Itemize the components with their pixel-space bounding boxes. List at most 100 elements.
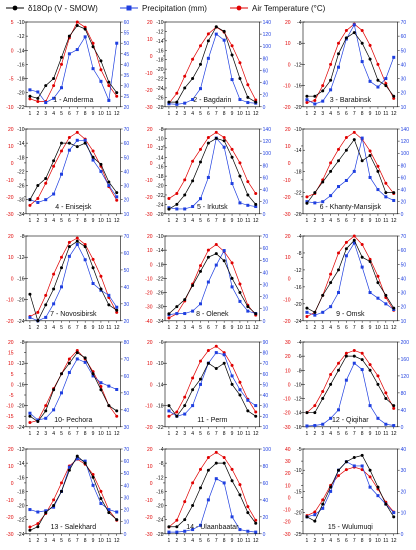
- isotope-axis-tick-label: -8: [297, 369, 302, 375]
- x-axis-tick-label: 11: [245, 218, 250, 224]
- isotope-point: [353, 137, 357, 141]
- precipitation-point: [384, 423, 388, 427]
- isotope-axis-tick-label: -14: [17, 461, 24, 467]
- left-axis-tick-label: 20: [285, 234, 291, 240]
- precip-axis-tick-label: 60: [124, 141, 130, 147]
- precip-axis-tick-label: 55: [124, 31, 130, 37]
- isotope-point: [52, 287, 56, 291]
- precipitation-point: [238, 299, 242, 303]
- left-axis-tick-label: -10: [145, 178, 152, 184]
- left-axis-tick-label: 40: [285, 447, 291, 453]
- precipitation-point: [392, 55, 396, 59]
- isotope-axis-tick-label: -34: [156, 318, 163, 324]
- temperature-point: [28, 525, 32, 529]
- left-axis-tick-label: -20: [6, 318, 13, 324]
- left-axis-tick-label: 0: [149, 54, 152, 60]
- isotope-point: [67, 34, 71, 38]
- x-axis-tick-label: 6: [207, 218, 210, 224]
- precip-axis-tick-label: 60: [124, 20, 130, 26]
- isotope-point: [337, 369, 341, 373]
- isotope-point: [36, 525, 40, 529]
- isotope-point: [36, 420, 40, 424]
- precip-axis-tick-label: 20: [262, 515, 268, 521]
- left-axis-tick-label: -20: [145, 290, 152, 296]
- x-axis-tick-label: 3: [322, 111, 325, 117]
- precipitation-point: [230, 284, 234, 288]
- precipitation-point: [60, 86, 63, 90]
- isotope-line: [307, 239, 395, 313]
- left-axis-tick-label: 0: [11, 481, 14, 487]
- precipitation-point: [115, 510, 119, 514]
- isotope-point: [28, 94, 32, 98]
- x-axis-tick-label: 2: [36, 431, 39, 437]
- precipitation-line: [307, 137, 395, 204]
- x-axis-tick-label: 5: [60, 218, 63, 224]
- precipitation-point: [245, 203, 249, 207]
- temperature-point: [376, 164, 380, 168]
- isotope-axis-tick-label: -22: [156, 77, 163, 83]
- isotope-axis-tick-label: -16: [17, 383, 24, 389]
- precipitation-point: [214, 32, 218, 36]
- x-axis-tick-label: 1: [29, 218, 32, 224]
- precip-axis-tick-label: 20: [124, 105, 130, 111]
- left-axis-tick-label: -10: [6, 297, 13, 303]
- precip-axis-tick-label: 20: [262, 294, 268, 300]
- temperature-point: [360, 28, 364, 32]
- precip-axis-tick-label: 70: [124, 357, 130, 363]
- x-axis-tick-label: 3: [183, 218, 186, 224]
- chart-legend: δ18Op (V - SMOW) Precipitation (mm) Air Te…: [0, 0, 416, 16]
- temperature-point: [198, 359, 202, 363]
- isotope-point: [345, 460, 349, 464]
- isotope-point: [313, 94, 317, 98]
- temperature-point: [238, 161, 242, 165]
- precip-axis-tick-label: 10: [124, 520, 130, 526]
- x-axis-tick-label: 5: [337, 218, 340, 224]
- x-axis-tick-label: 2: [36, 111, 39, 117]
- x-axis-tick-label: 5: [60, 111, 63, 117]
- isotope-point: [182, 297, 186, 301]
- isotope-axis-tick-label: -24: [17, 532, 24, 538]
- temperature-point: [60, 149, 63, 153]
- chart-panel: 20 10 0 -10 -20 -30 -12 -14 -16 -18 -20 -22 -24 70 60 5…: [0, 443, 139, 550]
- precip-axis-tick-label: 40: [401, 447, 407, 453]
- temperature-point: [36, 310, 40, 314]
- precipitation-point: [230, 374, 234, 378]
- isotope-axis-tick-label: -30: [156, 304, 163, 310]
- precipitation-point: [182, 207, 186, 211]
- temperature-point: [392, 96, 396, 100]
- x-axis-tick-label: 6: [68, 431, 71, 437]
- precipitation-point: [115, 41, 119, 45]
- station-label: 10- Pechora: [54, 417, 92, 424]
- temperature-line: [307, 466, 395, 517]
- isotope-point: [83, 141, 87, 145]
- precip-axis-tick-label: 140: [262, 20, 271, 26]
- isotope-line: [168, 26, 256, 103]
- isotope-axis-tick-label: -25: [295, 532, 302, 538]
- precip-axis-tick-label: 30: [124, 301, 130, 307]
- temperature-point: [206, 135, 210, 139]
- precipitation-point: [214, 351, 218, 355]
- isotope-point: [368, 57, 372, 61]
- x-axis-tick-label: 7: [76, 111, 79, 117]
- isotope-point: [253, 311, 257, 315]
- left-axis-tick-label: -20: [6, 425, 13, 431]
- precip-axis-tick-label: 60: [262, 481, 268, 487]
- isotope-axis-tick-label: -10: [156, 20, 163, 26]
- x-axis-tick-label: 5: [337, 324, 340, 330]
- isotope-point: [392, 94, 396, 98]
- precip-axis-tick-label: 40: [124, 408, 130, 414]
- isotope-point: [345, 148, 349, 152]
- precipitation-point: [206, 498, 210, 502]
- left-axis-tick-label: -30: [284, 532, 291, 538]
- temperature-point: [305, 314, 309, 318]
- chart-svg: 20100-10-20-30-8-10-12-14-16-18-20-22-24…: [145, 127, 271, 224]
- temperature-point: [345, 468, 349, 472]
- x-axis-tick-label: 8: [361, 538, 364, 544]
- precipitation-point: [238, 528, 242, 532]
- precipitation-point: [107, 508, 111, 512]
- temperature-point: [182, 500, 186, 504]
- isotope-point: [190, 388, 194, 392]
- chart-svg: 403020100-10-20-30-5-10-15-20-2540302010…: [284, 447, 407, 544]
- x-axis-tick-label: 9: [92, 218, 95, 224]
- x-axis-tick-label: 4: [191, 538, 194, 544]
